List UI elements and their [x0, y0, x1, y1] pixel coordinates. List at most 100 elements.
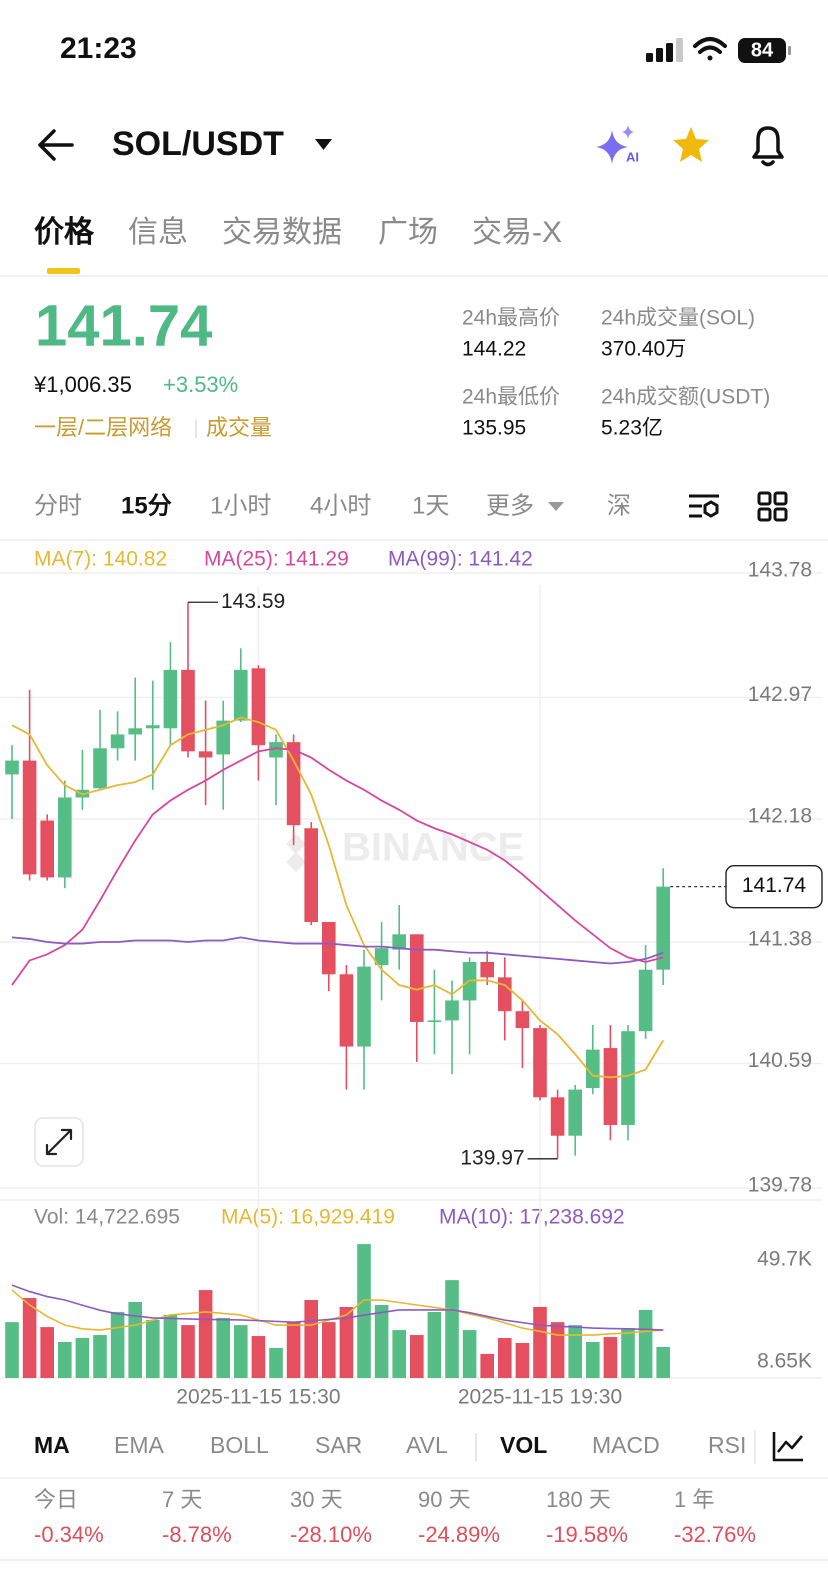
- volume-bar: [621, 1328, 635, 1378]
- tab[interactable]: 价格: [34, 216, 95, 249]
- candle-body: [128, 728, 142, 735]
- tab[interactable]: 信息: [128, 216, 188, 249]
- pair-title[interactable]: SOL/USDT: [112, 125, 284, 163]
- volume-bar: [251, 1336, 266, 1378]
- indicator-tab[interactable]: MACD: [592, 1432, 660, 1458]
- volume-ma-line: [11, 1284, 664, 1331]
- volume-bar: [163, 1314, 178, 1378]
- period-label: 30 天: [290, 1487, 343, 1512]
- fullscreen-button[interactable]: [34, 1117, 84, 1167]
- indicator-tab[interactable]: RSI: [708, 1432, 746, 1458]
- volume-bar: [286, 1322, 301, 1378]
- candle-body: [198, 751, 213, 758]
- candle-body: [410, 934, 424, 1022]
- tab[interactable]: 交易-X: [472, 216, 562, 249]
- candle-body: [621, 1031, 635, 1125]
- volume-bar: [93, 1335, 107, 1378]
- battery-icon: [738, 38, 786, 63]
- tag[interactable]: 成交量: [206, 415, 272, 440]
- back-button[interactable]: [38, 129, 74, 161]
- period-change: -19.58%: [546, 1522, 628, 1547]
- volume-bar: [427, 1311, 442, 1378]
- tab[interactable]: 广场: [378, 216, 438, 249]
- candle-body: [339, 974, 354, 1047]
- pair-dropdown[interactable]: [315, 139, 332, 150]
- more-dropdown[interactable]: [548, 502, 564, 511]
- interval[interactable]: 15分: [121, 492, 172, 519]
- volume-bar: [462, 1330, 477, 1378]
- ma-line: [11, 716, 664, 1079]
- candle-body: [146, 725, 160, 729]
- tab[interactable]: 交易数据: [222, 216, 342, 249]
- candle-body: [586, 1049, 600, 1089]
- candle-body: [550, 1097, 565, 1136]
- indicator-tab[interactable]: BOLL: [210, 1432, 269, 1458]
- volume-bar: [22, 1298, 37, 1378]
- ai-button[interactable]: AI: [596, 125, 639, 164]
- interval[interactable]: 1天: [412, 492, 449, 519]
- volume-bar: [216, 1317, 230, 1378]
- indicator-tab[interactable]: AVL: [406, 1432, 448, 1458]
- tag[interactable]: 一层/二层网络: [34, 415, 172, 440]
- candle-body: [498, 977, 512, 1012]
- volume-bar: [410, 1335, 424, 1378]
- svg-text:AI: AI: [626, 149, 639, 164]
- candle-body: [445, 1000, 459, 1021]
- candle-body: [269, 742, 283, 758]
- indicator-tab[interactable]: EMA: [114, 1432, 165, 1458]
- volume-bar: [603, 1337, 618, 1378]
- ma-legend: MA(99): 141.42: [388, 548, 533, 571]
- indicator-tab[interactable]: SAR: [315, 1432, 362, 1458]
- candle-body: [656, 886, 670, 970]
- alert-button[interactable]: [752, 126, 784, 167]
- volume-bar: [656, 1346, 670, 1378]
- period-label: 90 天: [418, 1487, 471, 1512]
- candle-body: [93, 748, 107, 789]
- volume-bar: [568, 1325, 582, 1378]
- period-change: -24.89%: [418, 1522, 500, 1547]
- cny-price: ¥1,006.35: [33, 372, 132, 397]
- favorite-button[interactable]: [673, 127, 709, 162]
- indicator-settings-button[interactable]: [772, 1432, 803, 1462]
- candle-body: [533, 1028, 547, 1098]
- layout-button[interactable]: [757, 491, 788, 522]
- candle-body: [251, 668, 266, 746]
- interval[interactable]: 更多: [486, 492, 534, 519]
- candle-body: [216, 720, 230, 755]
- volume-bar: [5, 1322, 19, 1378]
- period-label: 7 天: [162, 1487, 202, 1512]
- interval[interactable]: 分时: [34, 492, 82, 519]
- period-label: 今日: [34, 1487, 78, 1512]
- volume-bar: [322, 1322, 336, 1378]
- volume-bar: [128, 1302, 142, 1378]
- ma-line: [11, 747, 664, 986]
- stat-label: 24h成交额(USDT): [601, 386, 770, 409]
- period-change: -0.34%: [34, 1522, 104, 1547]
- indicator-tab[interactable]: VOL: [500, 1432, 547, 1458]
- candle-body: [603, 1048, 618, 1125]
- indicator-tab[interactable]: MA: [34, 1432, 70, 1458]
- wifi-icon: [693, 37, 727, 61]
- volume-bar: [234, 1325, 248, 1378]
- volume-bar: [58, 1342, 72, 1378]
- candle-body: [638, 969, 653, 1032]
- y-tick-label: 142.18: [748, 805, 812, 828]
- y-tick-label: 143.78: [748, 559, 812, 582]
- candle-body: [58, 797, 72, 878]
- stat-value: 5.23亿: [601, 417, 663, 440]
- volume-bar: [445, 1280, 459, 1378]
- interval[interactable]: 1小时: [210, 492, 271, 519]
- volume-legend: Vol: 14,722.695: [34, 1206, 180, 1229]
- stat-label: 24h最低价: [462, 386, 560, 409]
- candle-body: [163, 669, 178, 729]
- volume-tick-label: 49.7K: [757, 1248, 812, 1271]
- interval[interactable]: 深: [607, 492, 631, 519]
- y-tick-label: 141.38: [748, 928, 812, 951]
- x-tick-label: 2025-11-15 15:30: [176, 1386, 340, 1409]
- interval[interactable]: 4小时: [310, 492, 371, 519]
- x-tick-label: 2025-11-15 19:30: [458, 1386, 622, 1409]
- battery-level: 84: [751, 39, 774, 61]
- volume-bar: [357, 1244, 371, 1378]
- chart-settings-button[interactable]: [689, 494, 719, 518]
- high-label: 143.59: [221, 590, 285, 613]
